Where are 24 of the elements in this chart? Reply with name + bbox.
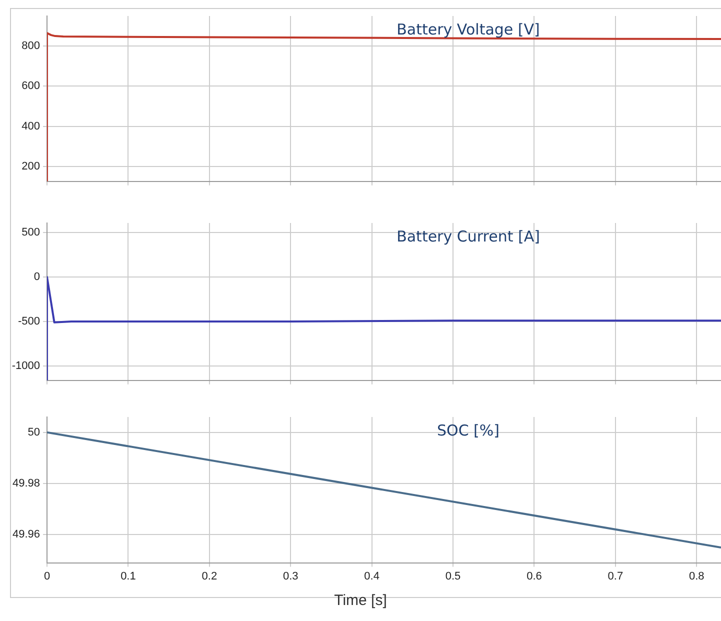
y-tick-label: 400 bbox=[22, 120, 40, 132]
y-tick-label: 500 bbox=[22, 226, 40, 238]
y-tick-label: 49.98 bbox=[12, 478, 40, 490]
y-tick-label: -500 bbox=[18, 316, 40, 328]
x-tick-label: 0.6 bbox=[526, 570, 542, 582]
x-axis-title: Time [s] bbox=[333, 592, 388, 609]
x-tick-label: 0.2 bbox=[202, 570, 218, 582]
y-tick-label: 800 bbox=[22, 40, 40, 52]
x-tick-label: 0.7 bbox=[608, 570, 624, 582]
y-tick-label: 200 bbox=[22, 160, 40, 172]
y-tick-label: -1000 bbox=[12, 360, 40, 372]
x-tick-label: 0.4 bbox=[364, 570, 380, 582]
x-tick-label: 0.8 bbox=[688, 570, 704, 582]
chart-title: SOC [%] bbox=[436, 421, 500, 440]
chart-title: Battery Current [A] bbox=[396, 227, 540, 246]
y-tick-label: 50 bbox=[28, 426, 40, 438]
y-tick-label: 49.96 bbox=[12, 528, 40, 541]
chart-title: Battery Voltage [V] bbox=[396, 20, 540, 38]
x-tick-label: 0 bbox=[44, 570, 50, 582]
y-tick-label: 600 bbox=[22, 80, 40, 92]
x-tick-label: 0.3 bbox=[282, 570, 298, 582]
y-tick-label: 0 bbox=[34, 270, 40, 283]
x-tick-label: 0.1 bbox=[120, 570, 136, 582]
x-tick-label: 0.5 bbox=[445, 570, 461, 582]
